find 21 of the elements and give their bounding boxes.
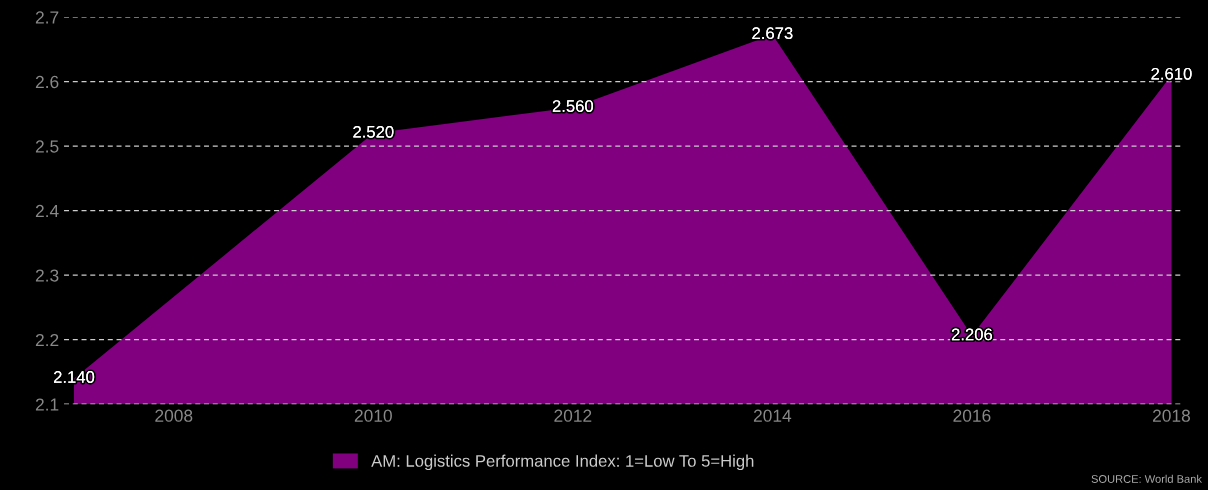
- y-tick-label: 2.6: [35, 75, 59, 89]
- y-tick-label: 2.2: [35, 333, 59, 347]
- y-tick-label: 2.5: [35, 140, 59, 153]
- source-note: SOURCE: World Bank: [1091, 474, 1202, 483]
- text: 2.140: [53, 371, 95, 383]
- x-tick-label: 2008: [155, 409, 193, 422]
- x-tick-label: 2018: [1153, 409, 1191, 422]
- y-tick-label: 2.1: [35, 398, 59, 411]
- text: 2.673: [752, 27, 793, 40]
- text: 2.206: [951, 328, 993, 341]
- x-tick-label: 2016: [953, 409, 991, 422]
- y-tick-label: 2.7: [35, 11, 59, 24]
- y-tick-label: 2.4: [35, 204, 59, 217]
- legend-label: AM: Logistics Performance Index: 1=Low To 5=High: [371, 454, 754, 471]
- x-tick-label: 2014: [753, 409, 792, 422]
- text: 2.520: [353, 125, 394, 138]
- x-tick-label: 2012: [554, 409, 592, 422]
- y-tick-label: 2.3: [35, 269, 59, 282]
- text: 2.560: [552, 100, 594, 112]
- x-tick-label: 2010: [354, 409, 392, 422]
- text: 2.610: [1151, 67, 1192, 80]
